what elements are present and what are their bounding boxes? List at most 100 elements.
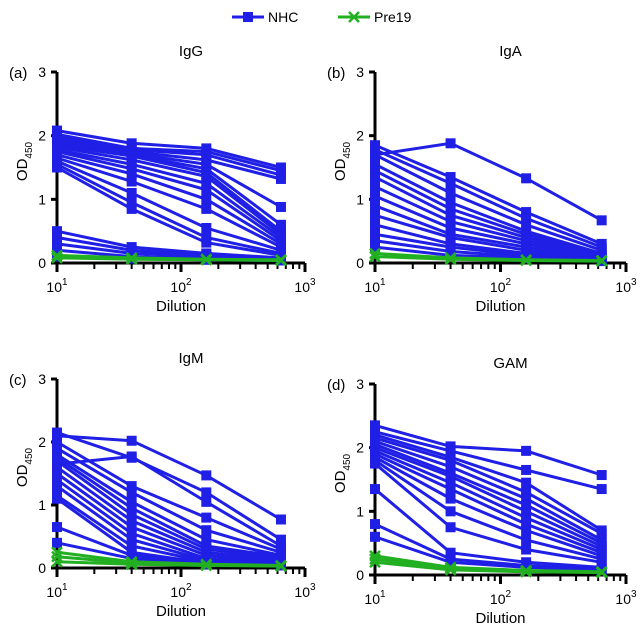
- panel-gam-pre19-point: [444, 564, 457, 576]
- panel-gam-nhc-line: [374, 462, 602, 564]
- panel-iga-nhc-point: [445, 210, 456, 221]
- panel-gam-nhc-point: [521, 499, 532, 510]
- panel-iga-nhc-line: [374, 194, 602, 260]
- panel-gam-nhc-line: [374, 522, 602, 571]
- panel-iga-x-tick-label: 101: [364, 277, 386, 295]
- panel-igg-y-tick-label: 2: [38, 128, 46, 144]
- panel-igm-nhc-point: [52, 474, 62, 485]
- panel-gam-nhc-point: [445, 477, 456, 488]
- panel-iga-nhc-point: [370, 144, 380, 155]
- panel-igg-nhc-point: [201, 203, 212, 214]
- panel-igg-nhc-line: [56, 129, 282, 169]
- panel-igm-pre19-point: [275, 560, 287, 572]
- panel-igm-nhc-point: [126, 553, 137, 564]
- panel-igm-y-tick-label: 3: [38, 371, 46, 387]
- panel-igg-pre19-point: [200, 253, 213, 266]
- panel-iga-nhc-point: [521, 213, 532, 224]
- panel-igg-nhc-point: [201, 171, 212, 182]
- panel-igg-y-label: OD450: [14, 141, 35, 181]
- panel-igm-nhc-point: [126, 487, 137, 498]
- legend-pre19-marker: [348, 11, 360, 23]
- panel-igg-panel-label: (a): [9, 65, 27, 82]
- panel-gam-nhc-point: [445, 493, 456, 504]
- panel-iga-nhc-point: [370, 172, 380, 183]
- panel-gam: GAM (d) 0 1 2 3 101 102 103 Dilution OD450: [327, 355, 637, 627]
- panel-gam-nhc-point: [596, 557, 607, 568]
- panel-igm-nhc-point: [126, 522, 137, 533]
- panel-gam-y-tick-label: 2: [356, 440, 364, 456]
- panel-igg-nhc-point: [201, 194, 212, 205]
- panel-gam-nhc-point: [521, 506, 532, 517]
- panel-gam-y-tick-label: 0: [356, 567, 364, 583]
- panel-gam-y-label: OD450: [332, 453, 353, 493]
- panel-igm-nhc-line: [56, 431, 282, 541]
- panel-iga-nhc-line: [374, 148, 603, 249]
- panel-igm-nhc-line: [56, 456, 282, 559]
- panel-gam-nhc-line: [374, 443, 603, 545]
- panel-iga-nhc-line: [374, 169, 603, 257]
- panel-igg-nhc-point: [126, 187, 137, 198]
- panel-iga-nhc-point: [445, 250, 456, 261]
- panel-igg-nhc-point: [126, 163, 137, 174]
- panel-igm-nhc-point: [201, 525, 212, 536]
- panel-igm-x-tick-label: 102: [170, 582, 192, 600]
- panel-igg-pre19-point: [51, 252, 63, 264]
- panel-igm: IgM (c) 0 1 2 3 101 102 103 Dilution OD450: [9, 350, 316, 620]
- panel-iga-nhc-point: [445, 197, 456, 208]
- panel-gam-nhc-line: [374, 430, 603, 491]
- panel-gam-nhc-point: [445, 471, 456, 482]
- panel-iga-nhc-line: [374, 185, 603, 260]
- panel-igg: IgG (a) 0 1 2 3 101 102 103 Dilution OD450: [9, 43, 316, 315]
- panel-igm-nhc-point: [201, 534, 212, 545]
- panel-iga-nhc-point: [370, 219, 380, 230]
- panel-iga-nhc-line: [374, 213, 602, 262]
- legend: NHC Pre19: [232, 9, 412, 25]
- panel-gam-nhc-point: [445, 557, 456, 568]
- panel-gam-panel-label: (d): [327, 377, 345, 394]
- panel-igg-x-tick-label: 103: [294, 277, 316, 295]
- panel-igm-nhc-point: [52, 481, 62, 492]
- panel-iga-pre19-point: [444, 253, 457, 266]
- panel-gam-pre19-point: [369, 556, 381, 569]
- panel-iga-pre19-point: [369, 250, 381, 263]
- panel-iga-nhc-point: [445, 172, 456, 183]
- panel-iga-panel-label: (b): [327, 65, 345, 82]
- panel-gam-nhc-point: [521, 512, 532, 523]
- panel-igg-nhc-point: [201, 149, 212, 160]
- legend-item-nhc: NHC: [232, 9, 298, 25]
- panel-igm-title: IgM: [178, 350, 203, 367]
- panel-gam-x-tick-label: 101: [364, 589, 386, 607]
- panel-iga-y-label: OD450: [332, 141, 353, 181]
- panel-iga-y-tick-label: 1: [356, 191, 364, 207]
- panel-igg-title: IgG: [179, 43, 203, 60]
- panel-igm-nhc-point: [126, 435, 137, 446]
- panel-gam-nhc-point: [596, 564, 607, 575]
- panel-igm-pre19-point: [200, 559, 213, 572]
- panel-igg-nhc-point: [275, 201, 286, 212]
- panel-igg-nhc-point: [126, 168, 137, 179]
- panel-gam-nhc-point: [596, 484, 607, 495]
- panel-igg-nhc-line: [56, 145, 282, 236]
- panel-igm-nhc-point: [52, 443, 62, 454]
- panel-igm-nhc-point: [126, 528, 137, 539]
- panel-igm-nhc-line: [56, 434, 282, 521]
- panel-iga-nhc-point: [370, 181, 380, 192]
- panel-gam-nhc-point: [596, 470, 607, 481]
- panel-iga-title: IgA: [499, 43, 522, 60]
- panel-iga-nhc-line: [374, 143, 603, 246]
- panel-gam-y-tick-label: 1: [356, 503, 364, 519]
- panel-gam-pre19-line: [374, 560, 602, 574]
- panel-igg-y-tick-label: 1: [38, 191, 46, 207]
- panel-iga-nhc-point: [370, 235, 380, 246]
- panel-iga-nhc-point: [370, 242, 380, 253]
- panel-igm-nhc-line: [56, 465, 282, 562]
- panel-iga-nhc-point: [445, 203, 456, 214]
- panel-igg-nhc-point: [201, 232, 212, 243]
- panel-gam-nhc-point: [521, 493, 532, 504]
- panel-igm-nhc-point: [52, 462, 62, 473]
- panel-igm-nhc-point: [52, 455, 62, 466]
- panel-igm-nhc-line: [56, 454, 282, 548]
- panel-igm-nhc-point: [52, 437, 62, 447]
- panel-iga: IgA (b) 0 1 2 3 101 102 103 Dilution OD450: [327, 43, 637, 315]
